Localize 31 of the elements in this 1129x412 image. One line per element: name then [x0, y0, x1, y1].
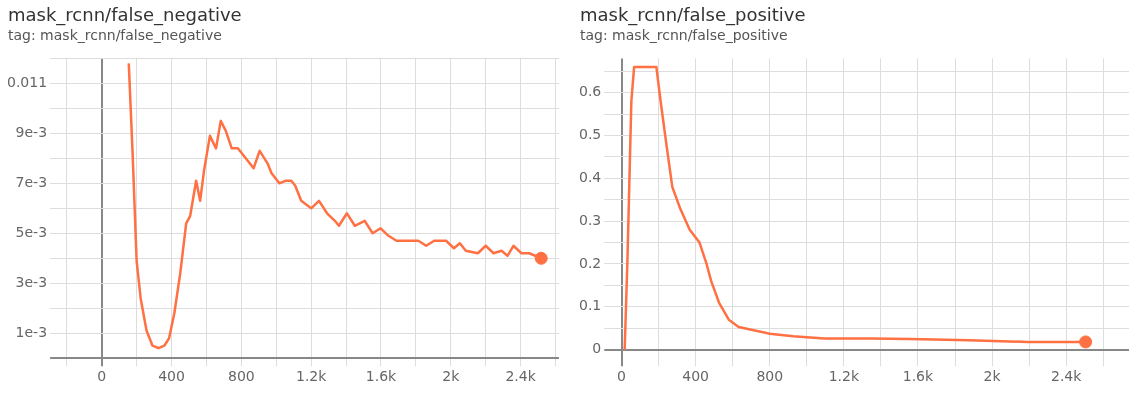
y-tick-label: 0 [592, 340, 602, 357]
x-tick-label: 0 [617, 368, 626, 385]
y-tick-label: 3e-3 [15, 273, 48, 290]
x-tick-label: 2k [983, 368, 1002, 385]
x-tick-label: 800 [756, 368, 784, 385]
y-tick-label: 0.011 [6, 74, 48, 91]
x-tick-label: 2.4k [1050, 368, 1083, 385]
y-tick-label: 0.6 [579, 83, 602, 100]
x-tick-label: 1.6k [902, 368, 935, 385]
x-tick-label: 0 [97, 368, 107, 385]
x-tick-label: 400 [682, 368, 709, 385]
y-tick-label: 0.5 [579, 126, 602, 143]
x-tick-label: 1.2k [295, 368, 328, 385]
x-tick-label: 2.4k [505, 368, 537, 385]
y-tick-label: 1e-3 [15, 323, 48, 340]
chart-title: mask_rcnn/false_negative [7, 4, 243, 25]
y-tick-label: 0.3 [579, 211, 602, 228]
y-tick-label: 5e-3 [15, 223, 48, 240]
y-tick-label: 0.4 [579, 168, 602, 185]
chart-title: mask_rcnn/false_positive [579, 4, 807, 25]
y-tick-label: 7e-3 [15, 173, 48, 190]
chart-subtitle: tag: mask_rcnn/false_positive [579, 27, 789, 43]
y-tick-label: 0.1 [579, 297, 602, 314]
y-tick-label: 9e-3 [15, 123, 48, 140]
chart-subtitle: tag: mask_rcnn/false_negative [7, 27, 223, 43]
x-tick-label: 2k [442, 368, 461, 385]
x-tick-label: 1.2k [828, 368, 860, 385]
x-tick-label: 1.6k [365, 368, 398, 385]
x-tick-label: 800 [227, 368, 255, 385]
x-tick-label: 400 [158, 368, 185, 385]
y-tick-label: 0.2 [579, 254, 602, 271]
